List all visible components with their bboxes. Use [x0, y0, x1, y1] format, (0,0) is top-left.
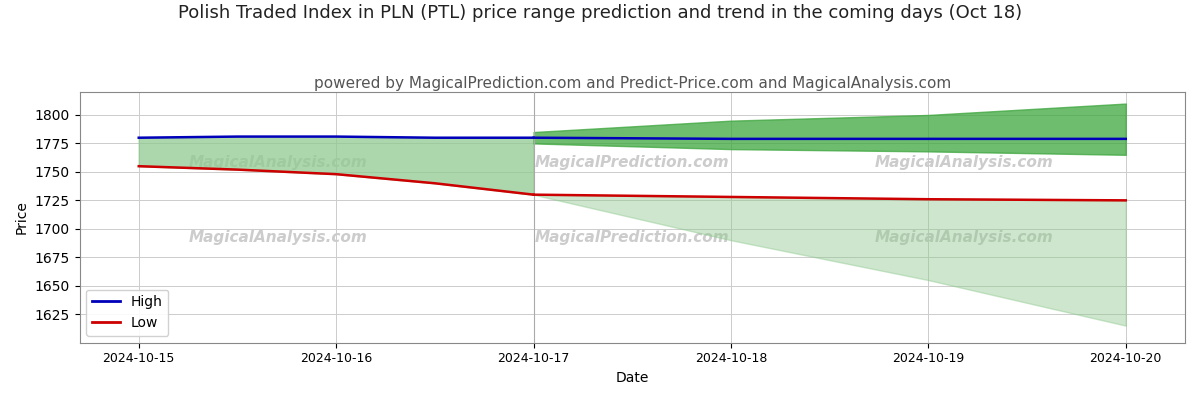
Text: Polish Traded Index in PLN (PTL) price range prediction and trend in the coming : Polish Traded Index in PLN (PTL) price r… [178, 4, 1022, 22]
Text: MagicalAnalysis.com: MagicalAnalysis.com [875, 230, 1054, 245]
X-axis label: Date: Date [616, 371, 649, 385]
Text: MagicalPrediction.com: MagicalPrediction.com [535, 155, 730, 170]
Text: MagicalAnalysis.com: MagicalAnalysis.com [190, 155, 368, 170]
Text: MagicalAnalysis.com: MagicalAnalysis.com [190, 230, 368, 245]
Legend: High, Low: High, Low [86, 290, 168, 336]
Title: powered by MagicalPrediction.com and Predict-Price.com and MagicalAnalysis.com: powered by MagicalPrediction.com and Pre… [313, 76, 950, 91]
Text: MagicalPrediction.com: MagicalPrediction.com [535, 230, 730, 245]
Text: MagicalAnalysis.com: MagicalAnalysis.com [875, 155, 1054, 170]
Y-axis label: Price: Price [14, 200, 29, 234]
